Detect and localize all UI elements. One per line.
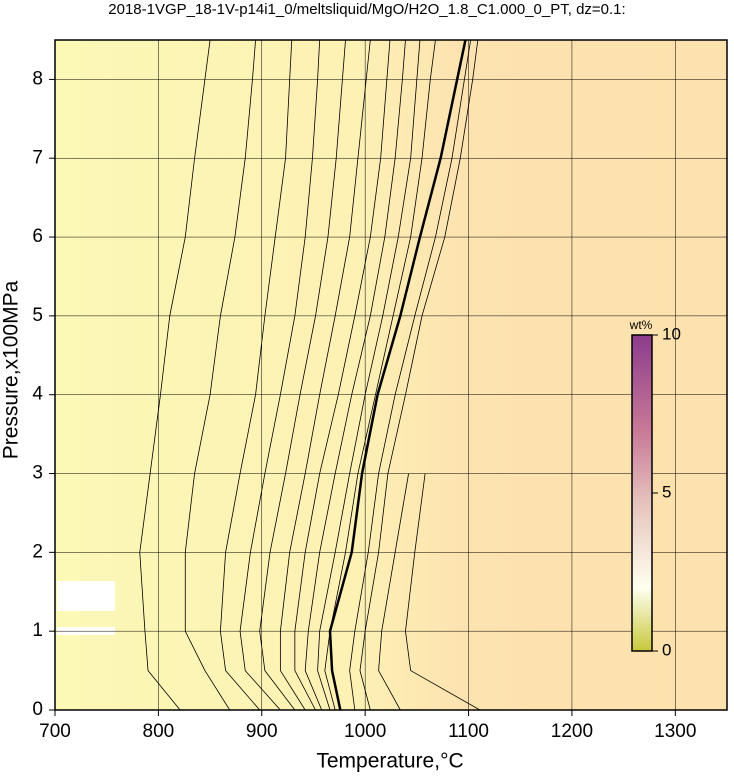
colorbar-tick-label: 5	[662, 482, 671, 501]
x-tick-label: 1100	[448, 721, 489, 742]
y-tick-label: 5	[32, 305, 43, 326]
contour-line	[294, 40, 391, 710]
contour-line	[184, 40, 256, 710]
y-tick-label: 4	[32, 384, 43, 405]
contour-line	[139, 40, 211, 710]
x-tick-label: 700	[39, 721, 71, 742]
colorbar	[631, 334, 653, 652]
plot-background	[55, 40, 727, 710]
contour-line	[328, 40, 467, 710]
y-tick-label: 2	[32, 541, 43, 562]
y-tick-label: 0	[32, 699, 43, 720]
contour-line	[239, 40, 321, 710]
contour-line	[279, 40, 371, 710]
x-tick-label: 1300	[654, 721, 696, 742]
x-tick-label: 900	[246, 721, 278, 742]
plot-frame	[54, 39, 728, 711]
y-tick-label: 3	[32, 463, 43, 484]
y-tick-label: 7	[32, 147, 43, 168]
colorbar-tick-label: 10	[662, 324, 681, 343]
grid	[54, 40, 727, 711]
contour-line	[259, 40, 346, 710]
contour-line	[378, 473, 409, 710]
contour-line	[349, 40, 472, 710]
contour-line	[220, 40, 293, 710]
x-tick-label: 1000	[344, 721, 386, 742]
x-axis-label: Temperature,°C	[316, 750, 463, 773]
y-axis-label: Pressure,x100MPa	[0, 280, 23, 459]
contours	[139, 40, 481, 710]
contour-line	[324, 40, 436, 710]
contour-line	[304, 40, 406, 710]
contour-line	[359, 40, 479, 710]
x-tick-label: 800	[143, 721, 175, 742]
colorbar-tick-label: 0	[662, 640, 671, 659]
y-tick-label: 1	[32, 620, 43, 641]
x-tick-label: 1200	[551, 721, 593, 742]
colorbar-ticks: 0 5 10	[652, 324, 681, 659]
contour-line	[317, 40, 421, 710]
y-tick-label: 8	[32, 68, 43, 89]
colorbar-label: wt%	[629, 318, 653, 332]
chart-title: 2018-1VGP_18-1V-p14i1_0/meltsliquid/MgO/…	[108, 1, 625, 18]
contour-line	[405, 473, 481, 710]
blank-patch	[57, 581, 115, 611]
y-tick-label: 6	[32, 226, 43, 247]
